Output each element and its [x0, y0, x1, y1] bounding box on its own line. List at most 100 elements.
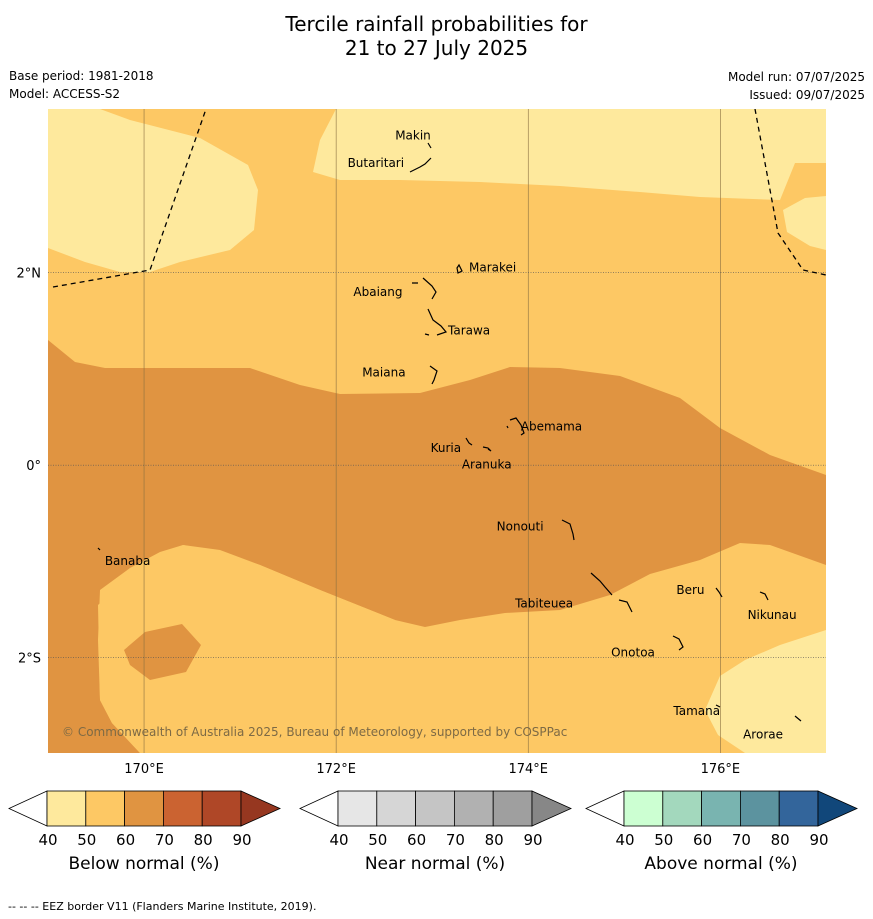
- colorbar-1: [8, 790, 281, 827]
- island-outlines: [97, 142, 802, 722]
- place-label-butaritari: Butaritari: [348, 156, 405, 170]
- graticule: [48, 109, 826, 753]
- region-light-east-lobe: [783, 196, 826, 250]
- colorbar-segment: [415, 790, 455, 827]
- longitude-tick-label: 170°E: [124, 762, 164, 777]
- colorbar-tick-label: 90: [523, 831, 543, 849]
- map-title: Tercile rainfall probabilities for 21 to…: [0, 12, 873, 60]
- colorbar-tick-label: 80: [193, 831, 213, 849]
- title-line-1: Tercile rainfall probabilities for: [285, 12, 588, 36]
- place-label-onotoa: Onotoa: [611, 645, 655, 659]
- base-period: Base period: 1981-2018: [9, 69, 154, 83]
- island-abaiang: [412, 277, 437, 300]
- island-makin: [427, 142, 432, 149]
- colorbar-segment: [201, 790, 242, 827]
- colorbar-segment: [376, 790, 417, 827]
- longitude-tick-labels: 170°E 172°E 174°E 176°E: [124, 762, 740, 777]
- colorbar-tick-label: 90: [809, 831, 829, 849]
- island-beru: [715, 587, 723, 598]
- place-label-kuria: Kuria: [431, 441, 462, 455]
- colorbar-segment: [453, 790, 494, 827]
- colorbar-2: [299, 790, 572, 827]
- colorbar-title: Above normal (%): [644, 854, 798, 874]
- colorbar-low-extend: [8, 790, 48, 827]
- place-label-tabiteuea: Tabiteuea: [514, 596, 573, 610]
- colorbar-high-extend: [240, 790, 281, 827]
- island-onotoa: [672, 635, 684, 651]
- colorbar-segment: [623, 790, 664, 827]
- latitude-tick-label: 2°S: [18, 652, 41, 667]
- issued-date: Issued: 09/07/2025: [749, 88, 865, 102]
- region-light-southeast: [705, 630, 826, 753]
- colorbar-tick-label: 70: [154, 831, 174, 849]
- place-label-nikunau: Nikunau: [748, 608, 797, 622]
- island-nonouti: [561, 519, 575, 541]
- place-label-nonouti: Nonouti: [497, 520, 544, 534]
- colorbar-segment: [337, 790, 378, 827]
- colorbar-tick-label: 40: [615, 831, 635, 849]
- place-label-arorae: Arorae: [743, 727, 783, 741]
- island-tamana: [715, 704, 721, 708]
- colorbar-tick-label: 40: [38, 831, 58, 849]
- model-name: Model: ACCESS-S2: [9, 87, 121, 101]
- region-mid-southwest-blob: [98, 545, 395, 753]
- colorbar-high-extend: [531, 790, 572, 827]
- place-label-abemama: Abemama: [521, 420, 582, 434]
- probability-field: [48, 109, 826, 753]
- colorbar-segment: [701, 790, 741, 827]
- island-banaba: [97, 547, 101, 551]
- place-label-maiana: Maiana: [362, 366, 405, 380]
- place-label-abaiang: Abaiang: [353, 285, 402, 299]
- island-kuria: [465, 437, 473, 446]
- colorbar-tick-label: 50: [77, 831, 97, 849]
- colorbar-tick-label: 40: [329, 831, 349, 849]
- place-labels: Makin Butaritari Marakei Abaiang Tarawa Maian…: [105, 129, 797, 742]
- colorbar-segment: [778, 790, 819, 827]
- colorbar-segment: [85, 790, 126, 827]
- region-dark-central: [48, 340, 826, 753]
- longitude-tick-label: 176°E: [701, 762, 741, 777]
- region-light-north: [313, 109, 826, 200]
- colorbar-tick-label: 90: [232, 831, 252, 849]
- colorbar-tick-label: 60: [693, 831, 713, 849]
- place-label-marakei: Marakei: [469, 261, 516, 275]
- colorbar-3: [585, 790, 858, 827]
- copyright-notice: © Commonwealth of Australia 2025, Bureau…: [62, 725, 567, 739]
- colorbar-tick-label: 60: [407, 831, 427, 849]
- colorbar-tick-label: 80: [770, 831, 790, 849]
- island-nikunau: [759, 591, 769, 601]
- title-line-2: 21 to 27 July 2025: [344, 36, 529, 60]
- place-label-tamana: Tamana: [672, 704, 720, 718]
- island-marakei: [456, 263, 463, 274]
- latitude-tick-label: 0°: [26, 459, 41, 474]
- model-run: Model run: 07/07/2025: [727, 70, 865, 84]
- colorbar-tick-label: 70: [731, 831, 751, 849]
- colorbar-high-extend: [817, 790, 858, 827]
- colorbar-tick-label: 80: [484, 831, 504, 849]
- colorbar-title: Near normal (%): [364, 854, 506, 874]
- place-label-banaba: Banaba: [105, 554, 151, 568]
- longitude-tick-label: 174°E: [508, 762, 548, 777]
- island-maiana: [429, 365, 438, 385]
- eez-footnote: -- -- -- EEZ border V11 (Flanders Marine…: [8, 900, 317, 913]
- colorbar-segment: [162, 790, 203, 827]
- island-tabiteuea: [590, 572, 633, 613]
- place-label-beru: Beru: [676, 583, 704, 597]
- place-label-aranuka: Aranuka: [462, 458, 512, 472]
- colorbar-segment: [739, 790, 780, 827]
- colorbar-segment: [124, 790, 164, 827]
- place-label-makin: Makin: [395, 129, 431, 143]
- island-tarawa: [424, 308, 448, 336]
- colorbar-segment: [662, 790, 703, 827]
- island-abemama: [506, 417, 525, 436]
- island-arorae: [794, 715, 802, 722]
- colorbar-tick-label: 50: [654, 831, 674, 849]
- latitude-tick-labels: 2°N 0° 2°S: [17, 267, 42, 667]
- region-dark-small-blob: [124, 624, 201, 680]
- colorbar-tick-label: 60: [116, 831, 136, 849]
- colorbar-title: Below normal (%): [68, 854, 220, 874]
- island-aranuka: [482, 446, 492, 452]
- eez-borders: [52, 109, 826, 288]
- colorbar-segment: [492, 790, 533, 827]
